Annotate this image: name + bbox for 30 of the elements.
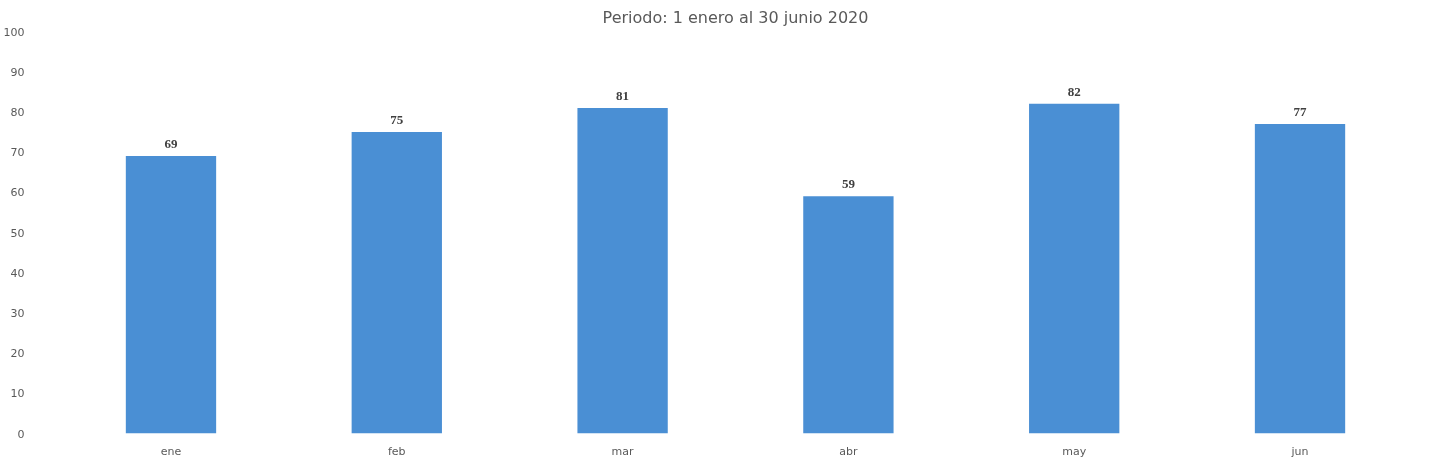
y-tick-label: 10 (10, 387, 25, 401)
x-tick-label: ene (160, 444, 182, 458)
y-tick-label: 20 (10, 347, 25, 361)
bar (351, 132, 442, 434)
data-label: 59 (841, 176, 856, 192)
data-label: 75 (390, 112, 404, 127)
y-tick-label: 100 (3, 25, 25, 39)
y-tick-label: 0 (17, 427, 25, 441)
y-tick-label: 60 (10, 186, 25, 200)
x-tick-label: mar (611, 444, 635, 458)
bar (1254, 123, 1346, 434)
y-tick-label: 40 (10, 266, 25, 280)
chart-title: Periodo: 1 enero al 30 junio 2020 (602, 7, 869, 27)
y-tick-label: 30 (10, 306, 25, 320)
y-tick-label: 70 (10, 146, 25, 160)
x-tick-label: jun (1290, 444, 1309, 458)
data-label: 77 (1293, 103, 1308, 119)
bar (803, 196, 894, 434)
data-label: 81 (616, 87, 630, 103)
data-label: 69 (164, 136, 178, 152)
x-tick-label: feb (387, 444, 406, 458)
data-label: 82 (1067, 83, 1081, 99)
bar (125, 156, 217, 434)
y-tick-label: 90 (10, 65, 25, 79)
x-tick-label: abr (839, 444, 858, 458)
bar (577, 107, 668, 434)
y-tick-label: 50 (10, 226, 25, 240)
bar (1029, 103, 1120, 434)
y-tick-label: 80 (10, 105, 25, 119)
x-tick-label: may (1062, 444, 1087, 458)
